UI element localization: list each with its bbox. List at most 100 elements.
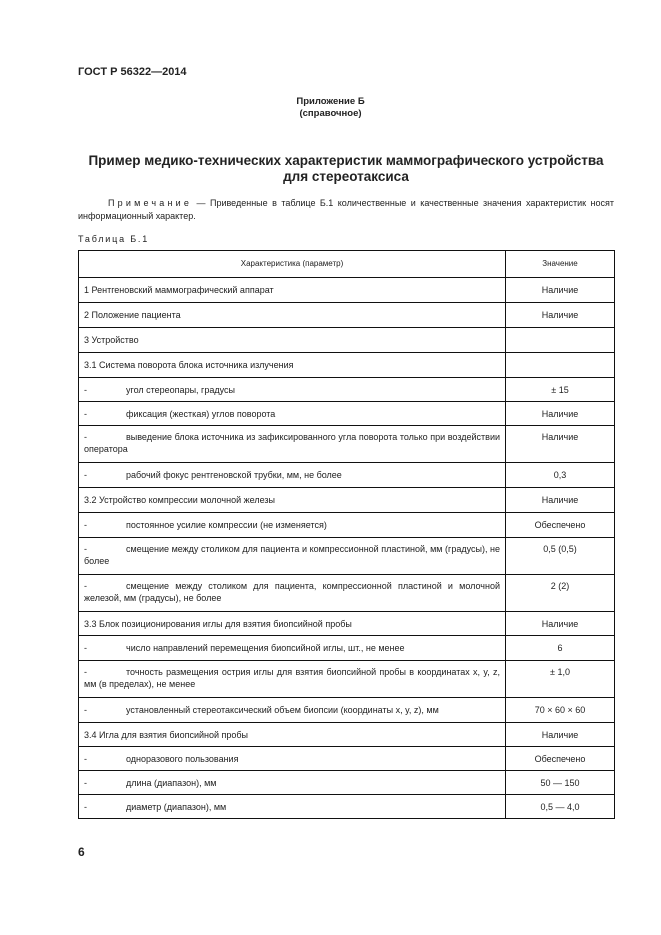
dash-marker: -	[84, 801, 87, 812]
parameter-cell: - число направлений перемещения биопсийно…	[78, 635, 506, 661]
table-row: - точность размещения острия иглы для взя…	[78, 660, 615, 698]
value-cell: Наличие	[505, 277, 615, 303]
table-row: - длина (диапазон), мм 50 — 150	[78, 770, 615, 795]
dash-marker: -	[84, 470, 87, 480]
value-cell: 70 × 60 × 60	[505, 697, 615, 723]
appendix-heading: Приложение Б (справочное)	[0, 96, 661, 120]
value-cell	[505, 327, 615, 353]
table-row: - смещение между столиком для пациента и …	[78, 537, 615, 575]
dash-marker: -	[84, 432, 87, 442]
page-title: Пример медико-технических характеристик …	[78, 153, 614, 185]
parameter-cell: - угол стереопары, градусы	[78, 377, 506, 402]
dash-marker: -	[84, 643, 87, 653]
value-cell: Наличие	[505, 487, 615, 513]
value-cell: Наличие	[505, 425, 615, 463]
table-caption: Таблица Б.1	[78, 234, 150, 244]
parameter-cell: 3.3 Блок позиционирования иглы для взяти…	[78, 611, 506, 636]
parameter-text: 3.3 Блок позиционирования иглы для взяти…	[84, 618, 352, 629]
characteristics-table: Характеристика (параметр) Значение 1 Рен…	[78, 250, 615, 819]
parameter-cell: - фиксация (жесткая) углов поворота	[78, 401, 506, 426]
value-cell: Наличие	[505, 611, 615, 636]
table-row: - установленный стереотаксический объем б…	[78, 697, 615, 723]
table-header-row: Характеристика (параметр) Значение	[78, 250, 615, 278]
dash-marker: -	[84, 581, 87, 591]
parameter-text: фиксация (жесткая) углов поворота	[126, 408, 276, 419]
parameter-text: 2 Положение пациента	[84, 310, 181, 320]
dash-marker: -	[84, 777, 87, 788]
parameter-cell: - смещение между столиком для пациента и …	[78, 537, 506, 575]
document-code: ГОСТ Р 56322—2014	[78, 66, 187, 78]
note: Примечание — Приведенные в таблице Б.1 к…	[78, 197, 614, 223]
value-cell: ± 15	[505, 377, 615, 402]
parameter-cell: - постоянное усилие компрессии (не изменя…	[78, 512, 506, 538]
value-cell: Обеспечено	[505, 512, 615, 538]
parameter-cell: 3 Устройство	[78, 327, 506, 353]
parameter-cell: 2 Положение пациента	[78, 302, 506, 328]
value-cell: ± 1,0	[505, 660, 615, 698]
dash-marker: -	[84, 384, 87, 395]
table-row: - постоянное усилие компрессии (не изменя…	[78, 512, 615, 538]
value-cell: Наличие	[505, 401, 615, 426]
table-row: - рабочий фокус рентгеновской трубки, мм,…	[78, 462, 615, 488]
table-row: - число направлений перемещения биопсийно…	[78, 635, 615, 661]
parameter-cell: - рабочий фокус рентгеновской трубки, мм,…	[78, 462, 506, 488]
value-cell: Наличие	[505, 722, 615, 747]
table-row: 3.4 Игла для взятия биопсийной пробы Нали…	[78, 722, 615, 747]
parameter-text: постоянное усилие компрессии (не изменяе…	[126, 520, 327, 530]
parameter-cell: - диаметр (диапазон), мм	[78, 794, 506, 819]
column-header-value: Значение	[505, 250, 615, 278]
table-row: - угол стереопары, градусы ± 15	[78, 377, 615, 402]
value-cell	[505, 352, 615, 378]
appendix-title: Приложение Б	[296, 96, 365, 107]
table-row: 3 Устройство	[78, 327, 615, 353]
parameter-text: одноразового пользования	[126, 753, 239, 764]
parameter-text: угол стереопары, градусы	[126, 384, 235, 395]
parameter-text: смещение между столиком для пациента и к…	[84, 544, 500, 566]
parameter-cell: - смещение между столиком для пациента, к…	[78, 574, 506, 612]
parameter-text: установленный стереотаксический объем би…	[126, 705, 439, 715]
parameter-text: диаметр (диапазон), мм	[126, 801, 227, 812]
note-label: Примечание	[108, 198, 193, 208]
dash-marker: -	[84, 408, 87, 419]
parameter-cell: 3.4 Игла для взятия биопсийной пробы	[78, 722, 506, 747]
parameter-text: выведение блока источника из зафиксирова…	[84, 432, 500, 454]
value-cell: 0,5 — 4,0	[505, 794, 615, 819]
parameter-text: длина (диапазон), мм	[126, 777, 217, 788]
parameter-text: точность размещения острия иглы для взят…	[84, 667, 500, 689]
value-cell: 0,3	[505, 462, 615, 488]
value-cell: Наличие	[505, 302, 615, 328]
table-row: - одноразового пользования Обеспечено	[78, 746, 615, 771]
parameter-cell: - установленный стереотаксический объем б…	[78, 697, 506, 723]
dash-marker: -	[84, 544, 87, 554]
table-row: 2 Положение пациента Наличие	[78, 302, 615, 328]
table-row: 1 Рентгеновский маммографический аппарат…	[78, 277, 615, 303]
parameter-text: 3.1 Система поворота блока источника изл…	[84, 360, 294, 370]
appendix-subtitle: (справочное)	[299, 108, 362, 119]
parameter-cell: 3.2 Устройство компрессии молочной желез…	[78, 487, 506, 513]
parameter-cell: 1 Рентгеновский маммографический аппарат	[78, 277, 506, 303]
table-row: 3.2 Устройство компрессии молочной желез…	[78, 487, 615, 513]
value-cell: 6	[505, 635, 615, 661]
column-header-parameter: Характеристика (параметр)	[78, 250, 506, 278]
parameter-text: 3.2 Устройство компрессии молочной желез…	[84, 495, 275, 505]
parameter-cell: 3.1 Система поворота блока источника изл…	[78, 352, 506, 378]
parameter-cell: - длина (диапазон), мм	[78, 770, 506, 795]
value-cell: 2 (2)	[505, 574, 615, 612]
parameter-cell: - точность размещения острия иглы для взя…	[78, 660, 506, 698]
dash-marker: -	[84, 753, 87, 764]
page-number: 6	[78, 845, 85, 859]
dash-marker: -	[84, 667, 87, 677]
table-row: - смещение между столиком для пациента, к…	[78, 574, 615, 612]
dash-marker: -	[84, 705, 87, 715]
table-row: - фиксация (жесткая) углов поворота Наличи…	[78, 401, 615, 426]
parameter-cell: - одноразового пользования	[78, 746, 506, 771]
table-row: - диаметр (диапазон), мм 0,5 — 4,0	[78, 794, 615, 819]
parameter-text: смещение между столиком для пациента, ко…	[84, 581, 500, 603]
value-cell: 0,5 (0,5)	[505, 537, 615, 575]
title-line-2: для стереотаксиса	[283, 169, 409, 184]
parameter-text: 3 Устройство	[84, 335, 139, 345]
dash-marker: -	[84, 520, 87, 530]
parameter-text: 3.4 Игла для взятия биопсийной пробы	[84, 729, 249, 740]
parameter-text: рабочий фокус рентгеновской трубки, мм, …	[126, 470, 342, 480]
note-text: — Приведенные в таблице Б.1 количественн…	[78, 198, 614, 221]
